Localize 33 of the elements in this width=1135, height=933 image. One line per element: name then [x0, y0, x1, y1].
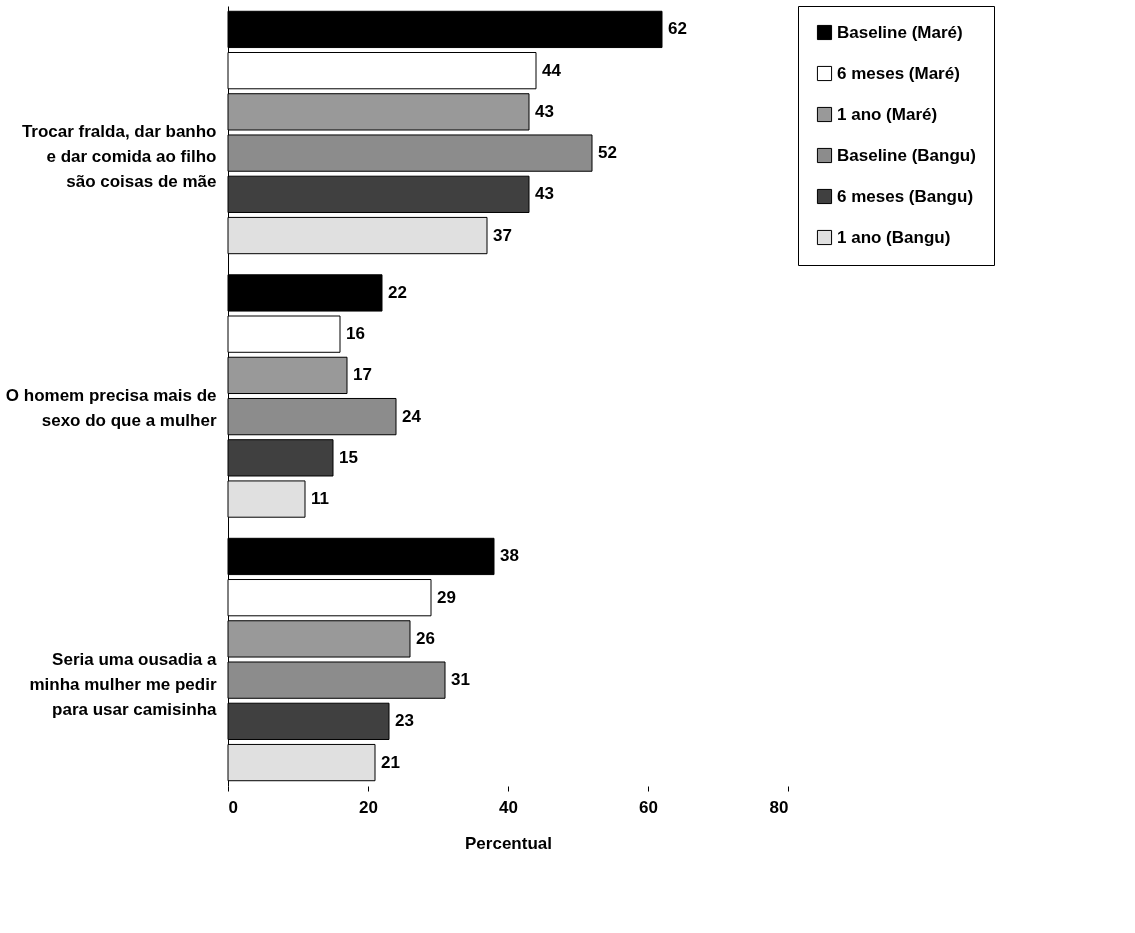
data-label: 62: [668, 19, 687, 39]
data-label: 15: [339, 447, 358, 467]
x-tick-label: 80: [769, 797, 789, 817]
data-label: 38: [500, 546, 519, 566]
data-label: 17: [353, 365, 372, 385]
data-label: 24: [402, 406, 422, 426]
x-tick-label: 0: [228, 797, 238, 817]
data-label: 23: [395, 711, 414, 731]
legend-label: 1 ano (Maré): [837, 104, 938, 124]
data-label: 29: [437, 587, 456, 607]
y-tick-label: Seria uma ousadia a minha mulher me pedir para usar camisinha: [29, 649, 218, 719]
y-tick-label: O homem precisa mais de sexo do que a mulher: [5, 386, 217, 430]
x-tick-label: 20: [359, 797, 378, 817]
x-axis-title: Percentual: [465, 833, 552, 853]
legend-label: Baseline (Bangu): [837, 145, 976, 165]
data-label: 43: [535, 101, 554, 121]
data-label: 21: [381, 752, 400, 772]
data-label: 22: [388, 282, 407, 302]
data-label: 37: [493, 225, 512, 245]
data-label: 26: [416, 628, 435, 648]
x-tick-label: 40: [499, 797, 518, 817]
legend-label: 1 ano (Bangu): [837, 227, 951, 247]
legend-label: 6 meses (Maré): [837, 63, 960, 83]
data-label: 52: [598, 143, 617, 163]
data-label: 11: [311, 489, 329, 509]
x-tick-label: 60: [639, 797, 658, 817]
data-label: 43: [535, 184, 554, 204]
legend-label: 6 meses (Bangu): [837, 186, 974, 206]
legend-label: Baseline (Maré): [837, 22, 963, 42]
data-label: 16: [346, 324, 365, 344]
y-tick-label: Trocar fralda, dar banho e dar comida ao filho são coisas de mãe: [21, 122, 217, 192]
data-label: 44: [542, 60, 562, 80]
data-label: 31: [451, 670, 470, 690]
